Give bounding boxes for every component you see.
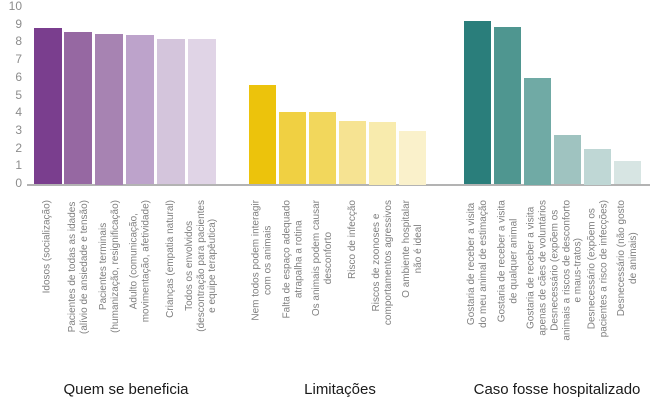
y-axis-tick-label: 4 bbox=[15, 105, 22, 120]
bar-purple-3 bbox=[95, 33, 124, 185]
group-title-caso-fosse-hospitalizado: Caso fosse hospitalizado bbox=[473, 381, 641, 398]
bar-category-label: Pacientes terminais (humanização, resign… bbox=[97, 200, 121, 333]
bar-category-label: Gostaria de receber a visita de qualquer… bbox=[496, 200, 519, 323]
bar-yellow-4 bbox=[339, 120, 366, 185]
bar-purple-4 bbox=[125, 35, 154, 185]
bar-category-label: Nem todos podem interagir com os animais bbox=[251, 200, 274, 321]
bar-yellow-5 bbox=[369, 122, 396, 185]
bar-category-label: Desnecessário (não gosto de animais) bbox=[616, 200, 639, 317]
bar-category-label: Pacientes de todas as idades (alívio de … bbox=[66, 200, 90, 334]
bar-category-label: Risco de infecção bbox=[346, 200, 358, 279]
y-axis-tick-label: 0 bbox=[15, 176, 22, 190]
y-axis-tick-label: 2 bbox=[15, 140, 22, 155]
bar-category-label: Os animais podem causar desconforto bbox=[311, 200, 334, 317]
bar-purple-6 bbox=[187, 38, 216, 185]
bar-category-label: Desnecessário (expõem os animais a risco… bbox=[550, 200, 584, 341]
bar-category-label: Riscos de zoonoses e comportamentos agre… bbox=[371, 200, 394, 326]
bar-yellow-3 bbox=[309, 111, 336, 185]
bar-purple-1 bbox=[33, 28, 62, 185]
bar-category-label: Crianças (empatia natural) bbox=[164, 200, 176, 318]
bar-teal-5 bbox=[584, 149, 611, 185]
bar-teal-6 bbox=[614, 161, 641, 185]
y-axis-tick-label: 1 bbox=[15, 158, 22, 173]
bar-category-label: Gostaria de receber a visita do meu anim… bbox=[466, 200, 489, 328]
bar-category-label: Desnecessário (expõem os pacientes a ris… bbox=[586, 200, 609, 338]
bar-yellow-2 bbox=[279, 111, 306, 185]
bar-category-label: Todos os envolvidos (descontração para p… bbox=[184, 200, 218, 332]
y-axis-tick-label: 7 bbox=[15, 52, 22, 67]
bar-category-label: Adulto (comunicação, movimentação, afeti… bbox=[128, 200, 151, 323]
y-axis-tick-label: 5 bbox=[15, 87, 22, 102]
bar-category-label: Idosos (socialização) bbox=[41, 200, 53, 294]
bar-yellow-1 bbox=[249, 85, 276, 185]
x-axis-line bbox=[27, 184, 650, 186]
bar-category-label: O ambiente hospitalar não é ideal bbox=[401, 200, 424, 298]
bar-teal-1 bbox=[464, 21, 491, 185]
bar-category-label: Falta de espaço adequado atrapalha a rot… bbox=[281, 200, 304, 319]
bar-teal-3 bbox=[524, 78, 551, 185]
bar-purple-5 bbox=[156, 38, 185, 185]
bar-category-label: Gostaria de receber a visita apenas de c… bbox=[526, 200, 549, 336]
y-axis-tick-label: 6 bbox=[15, 69, 22, 84]
y-axis-tick-label: 3 bbox=[15, 122, 22, 137]
bar-teal-2 bbox=[494, 26, 521, 185]
y-axis-tick-label: 10 bbox=[8, 0, 22, 13]
group-title-limitacoes: Limitações bbox=[304, 381, 376, 398]
bar-purple-2 bbox=[64, 31, 93, 185]
bar-yellow-6 bbox=[399, 131, 426, 185]
bar-teal-4 bbox=[554, 134, 581, 185]
y-axis-tick-label: 8 bbox=[15, 34, 22, 49]
y-axis-tick-label: 9 bbox=[15, 16, 22, 31]
group-title-quem-se-beneficia: Quem se beneficia bbox=[63, 381, 189, 398]
